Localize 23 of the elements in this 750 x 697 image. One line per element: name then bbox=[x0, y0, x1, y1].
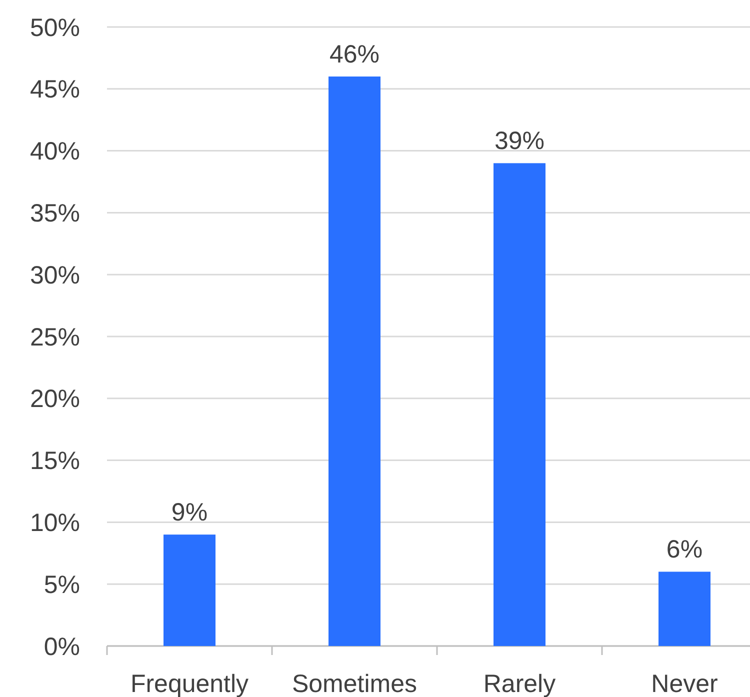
y-tick-label: 10% bbox=[30, 508, 80, 537]
bar bbox=[658, 572, 710, 646]
y-tick-label: 35% bbox=[30, 199, 80, 228]
bar bbox=[328, 76, 380, 646]
y-tick-label: 20% bbox=[30, 385, 80, 414]
x-tick-label: Sometimes bbox=[292, 670, 418, 697]
y-tick-label: 40% bbox=[30, 138, 80, 166]
y-tick-label: 0% bbox=[44, 632, 80, 661]
bar bbox=[494, 163, 546, 646]
y-tick-label: 50% bbox=[30, 14, 80, 42]
y-tick-label: 5% bbox=[44, 570, 80, 599]
y-tick-label: 45% bbox=[30, 76, 80, 104]
data-label: 9% bbox=[171, 498, 208, 527]
data-label: 6% bbox=[666, 536, 703, 564]
data-label: 46% bbox=[329, 40, 380, 69]
bar bbox=[164, 534, 216, 646]
data-label: 39% bbox=[494, 127, 545, 156]
y-tick-label: 15% bbox=[30, 447, 80, 476]
x-tick-label: Frequently bbox=[130, 670, 250, 697]
x-tick-label: Rarely bbox=[483, 670, 556, 697]
y-tick-label: 30% bbox=[30, 261, 80, 290]
y-tick-label: 25% bbox=[30, 323, 80, 352]
x-tick-label: Never bbox=[651, 670, 718, 697]
